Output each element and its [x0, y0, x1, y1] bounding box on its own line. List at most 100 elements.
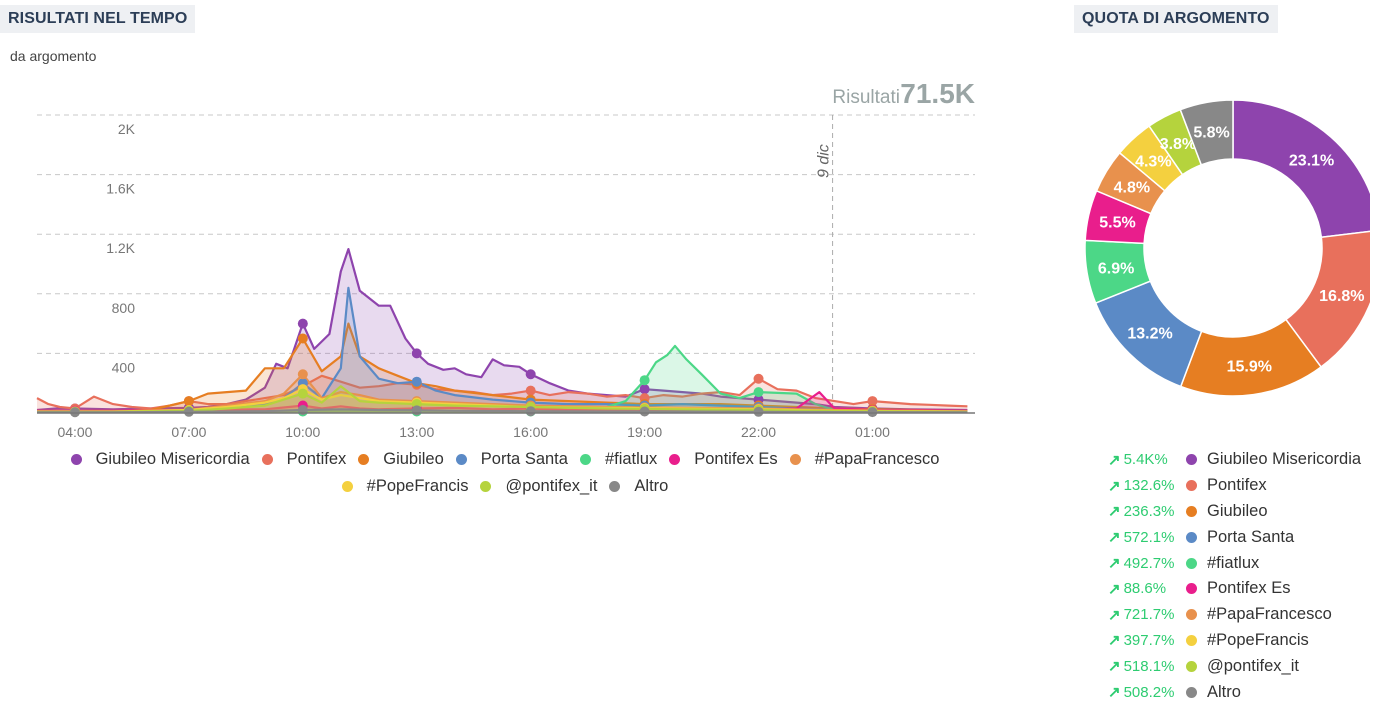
slice-label: 6.9%: [1098, 260, 1134, 277]
topic-name: #fiatlux: [1207, 553, 1260, 572]
series-legend: Giubileo Misericordia Pontifex Giubileo Por…: [30, 450, 980, 496]
topic-row-popefrancis[interactable]: ↗ 397.7% #PopeFrancis: [1108, 628, 1361, 654]
topic-dot: [1186, 634, 1197, 646]
point-porta-santa[interactable]: [411, 376, 422, 387]
point-giubileo[interactable]: [297, 333, 308, 344]
slice-altro[interactable]: [1179, 99, 1234, 166]
topic-row-giubileo-misericordia[interactable]: ↗ 5.4K% Giubileo Misericordia: [1108, 447, 1361, 473]
change-text: 721.7%: [1123, 606, 1175, 624]
topic-dot: [1186, 557, 1197, 569]
point-altro[interactable]: [411, 405, 422, 416]
x-tick-label: 01:00: [855, 424, 890, 440]
topic-dot: [1186, 660, 1197, 672]
trend-up-icon: ↗: [1108, 555, 1121, 573]
change-text: 132.6%: [1123, 477, 1175, 495]
total-results-value: 71.5K: [900, 78, 975, 109]
results-over-time-title: RISULTATI NEL TEMPO: [0, 5, 196, 33]
change-value: ↗ 236.3%: [1108, 502, 1186, 521]
legend-item-fiatlux[interactable]: #fiatlux: [579, 450, 658, 469]
series-giubileo-misericordia: [36, 248, 968, 413]
topic-row-fiatlux[interactable]: ↗ 492.7% #fiatlux: [1108, 550, 1361, 576]
topic-dot: [1186, 454, 1197, 466]
topic-row-altro[interactable]: ↗ 508.2% Altro: [1108, 679, 1361, 705]
line-pontifex-es: [37, 391, 968, 412]
legend-label: Altro: [634, 477, 669, 495]
legend-dot: [341, 481, 353, 492]
point-giubileo[interactable]: [183, 396, 194, 407]
legend-item-altro[interactable]: Altro: [609, 477, 668, 496]
y-tick-label: 2K: [118, 121, 136, 137]
slice-label: 15.9%: [1227, 358, 1272, 375]
point-papafrancesco[interactable]: [297, 369, 308, 380]
change-value: ↗ 132.6%: [1108, 477, 1186, 495]
point-altro[interactable]: [753, 406, 764, 417]
legend-item-porta-santa[interactable]: Porta Santa: [455, 450, 568, 469]
point-giubileo-misericordia[interactable]: [411, 348, 422, 359]
change-text: 518.1%: [1123, 657, 1175, 675]
legend-label: #PapaFrancesco: [814, 450, 940, 468]
results-area-chart: 400 800 1.2K 1.6K 2K 04:00 07:00 10:00 13:00 16:0…: [36, 78, 975, 440]
legend-item-papafrancesco[interactable]: #PapaFrancesco: [789, 450, 940, 469]
series-pontifex-it: [37, 385, 968, 413]
topic-row-pontifex-es[interactable]: ↗ 88.6% Pontifex Es: [1108, 576, 1361, 602]
series-layer: [36, 248, 968, 414]
legend-item-giubileo-misericordia[interactable]: Giubileo Misericordia: [70, 450, 250, 469]
legend-label: @pontifex_it: [505, 477, 598, 495]
topic-row-papafrancesco[interactable]: ↗ 721.7% #PapaFrancesco: [1108, 602, 1361, 628]
point-pontifex[interactable]: [867, 396, 878, 407]
y-tick-label: 1.6K: [106, 181, 135, 197]
change-text: 88.6%: [1123, 580, 1167, 598]
legend-item-pontifex[interactable]: Pontifex: [261, 450, 346, 469]
topic-share-donut: 23.1% 16.8% 15.9% 13.2% 6.9% 5.5% 4.8% 4.3%3.8%…: [1084, 99, 1370, 397]
legend-item-popefrancis[interactable]: #PopeFrancis: [341, 477, 469, 496]
topic-name: Giubileo Misericordia: [1207, 450, 1362, 469]
legend-label: #PopeFrancis: [366, 477, 469, 495]
legend-dot: [70, 454, 82, 465]
total-results-label: Risultati: [832, 87, 900, 108]
legend-item-pontifex-es[interactable]: Pontifex Es: [669, 450, 778, 469]
point-fiatlux[interactable]: [639, 375, 650, 386]
chart-subtitle: da argomento: [10, 48, 97, 64]
slice-giubileo-misericordia[interactable]: [1232, 99, 1370, 239]
axis-layer: 400 800 1.2K 1.6K 2K 04:00 07:00 10:00 13:00 16:0…: [37, 121, 975, 440]
point-pontifex-it[interactable]: [297, 388, 308, 399]
point-altro[interactable]: [183, 406, 194, 417]
topic-change-legend: ↗ 5.4K% Giubileo Misericordia ↗ 132.6% Pontif…: [1108, 447, 1361, 705]
point-giubileo-misericordia[interactable]: [297, 318, 308, 329]
point-altro[interactable]: [525, 406, 536, 417]
topic-row-giubileo[interactable]: ↗ 236.3% Giubileo: [1108, 499, 1361, 525]
marker-layer: [69, 318, 878, 418]
point-altro[interactable]: [867, 407, 878, 418]
point-pontifex[interactable]: [753, 373, 764, 384]
point-fiatlux[interactable]: [753, 387, 764, 398]
line-pontifex-it: [37, 385, 968, 413]
legend-dot: [609, 481, 621, 492]
point-giubileo-misericordia[interactable]: [525, 369, 536, 380]
area-giubileo-misericordia: [37, 249, 968, 413]
line-fiatlux: [37, 344, 968, 413]
topic-name: Pontifex Es: [1207, 579, 1291, 598]
legend-dot: [789, 454, 801, 465]
legend-item-pontifex-it[interactable]: @pontifex_it: [480, 477, 597, 496]
change-text: 397.7%: [1123, 631, 1175, 649]
slice-label: 4.8%: [1114, 179, 1150, 196]
point-giubileo-misericordia[interactable]: [639, 384, 650, 395]
legend-item-giubileo[interactable]: Giubileo: [358, 450, 444, 469]
point-altro[interactable]: [639, 406, 650, 417]
legend-dot: [455, 454, 467, 465]
x-tick-label: 22:00: [741, 424, 776, 440]
series-fiatlux: [37, 344, 968, 413]
point-pontifex[interactable]: [525, 385, 536, 396]
trend-up-icon: ↗: [1108, 632, 1121, 650]
legend-label: Giubileo: [383, 450, 444, 468]
change-text: 492.7%: [1123, 554, 1175, 572]
legend-label: #fiatlux: [604, 450, 658, 468]
topic-row-porta-santa[interactable]: ↗ 572.1% Porta Santa: [1108, 524, 1361, 550]
topic-dot: [1186, 480, 1197, 492]
legend-label: Porta Santa: [480, 450, 568, 468]
trend-up-icon: ↗: [1108, 503, 1121, 521]
topic-row-pontifex[interactable]: ↗ 132.6% Pontifex: [1108, 473, 1361, 499]
area-giubileo: [37, 323, 968, 413]
legend-dot: [358, 454, 370, 465]
topic-row-pontifex-it[interactable]: ↗ 518.1% @pontifex_it: [1108, 653, 1361, 679]
